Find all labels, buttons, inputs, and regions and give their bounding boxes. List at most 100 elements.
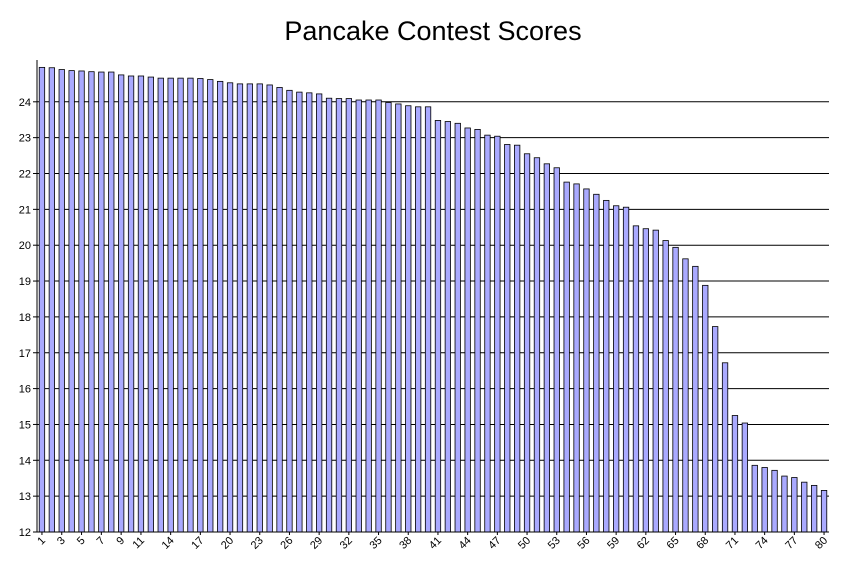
bar-68	[702, 284, 709, 533]
bar-3	[58, 69, 65, 533]
y-tick-label: 22	[19, 169, 31, 181]
bar-64	[662, 240, 669, 533]
bar-4	[68, 70, 75, 533]
x-tick-label: 1	[35, 535, 48, 548]
bar-18	[207, 79, 214, 533]
bar-49	[514, 144, 521, 533]
bar-70	[721, 362, 729, 533]
bar-44	[464, 127, 471, 533]
bar-36	[385, 102, 392, 533]
bar-27	[296, 91, 303, 533]
bar-11	[137, 75, 145, 533]
bar-59	[613, 205, 620, 533]
bar-74	[761, 467, 768, 533]
bar-34	[365, 99, 372, 533]
bar-63	[652, 229, 659, 533]
y-tick-label: 19	[19, 276, 31, 288]
bar-72	[741, 422, 748, 533]
bar-32	[345, 98, 352, 533]
bar-80	[820, 490, 828, 533]
y-tick-label: 17	[19, 348, 31, 360]
bar-71	[731, 415, 739, 533]
bar-78	[801, 481, 808, 533]
bar-23	[256, 83, 263, 533]
x-tick-label: 77	[783, 535, 800, 552]
bar-62	[642, 228, 649, 533]
y-tick-label: 14	[19, 455, 31, 467]
bar-51	[533, 157, 541, 533]
bars	[38, 66, 828, 533]
x-tick-label: 9	[114, 535, 127, 548]
bar-55	[573, 183, 580, 533]
bar-30	[325, 97, 333, 533]
bar-10	[127, 75, 135, 533]
bar-26	[286, 89, 293, 533]
bar-12	[147, 76, 154, 533]
bar-42	[444, 121, 451, 533]
bar-39	[415, 106, 422, 533]
bar-5	[78, 70, 85, 533]
x-tick-label: 68	[694, 535, 711, 552]
bar-73	[751, 464, 758, 533]
x-tick-label: 41	[427, 535, 444, 552]
bar-37	[395, 103, 402, 533]
bar-56	[583, 188, 590, 533]
x-tick-label: 3	[55, 535, 68, 548]
x-tick-label: 26	[278, 535, 295, 552]
bar-40	[424, 106, 432, 533]
bar-16	[187, 77, 194, 533]
bar-66	[682, 258, 689, 533]
bar-20	[226, 82, 234, 533]
bar-14	[167, 77, 174, 533]
x-tick-label: 38	[397, 535, 414, 552]
y-tick-label: 18	[19, 312, 31, 324]
x-tick-label: 80	[813, 535, 830, 552]
y-tick-label: 16	[19, 384, 31, 396]
x-tick-label: 35	[368, 535, 385, 552]
bar-57	[593, 193, 600, 533]
x-tick-label: 44	[457, 535, 474, 552]
bar-45	[474, 128, 481, 533]
x-tick-label: 50	[516, 535, 533, 552]
x-tick-labels: 1 3 5 7 9 11 14 17 20 23 26 29 32 35 38 41 44 47 50 53 56 59 6…	[35, 535, 830, 552]
bar-13	[157, 77, 164, 533]
bar-76	[781, 475, 788, 533]
bar-9	[118, 74, 125, 533]
y-tick-label: 21	[19, 204, 31, 216]
y-tick-label: 13	[19, 491, 31, 503]
x-tick-label: 47	[486, 535, 503, 552]
x-tick-label: 7	[95, 535, 108, 548]
x-tick-label: 32	[338, 535, 355, 552]
bar-2	[48, 67, 55, 533]
x-tick-label: 11	[131, 535, 148, 552]
bar-1	[38, 66, 46, 533]
x-tick-label: 23	[249, 535, 266, 552]
bar-15	[177, 77, 184, 533]
bar-60	[622, 206, 630, 533]
y-tick-label: 20	[19, 240, 31, 252]
bar-35	[375, 99, 382, 533]
bar-48	[504, 144, 511, 533]
bar-53	[553, 167, 560, 533]
bar-21	[236, 83, 244, 533]
bar-22	[246, 83, 253, 533]
bar-31	[335, 98, 343, 533]
x-tick-label: 74	[754, 535, 771, 552]
x-tick-label: 71	[724, 535, 741, 552]
x-tick-label: 62	[635, 535, 652, 552]
bar-54	[563, 181, 570, 533]
y-tick-label: 15	[19, 419, 31, 431]
bar-7	[98, 71, 105, 533]
bar-58	[603, 199, 610, 533]
x-tick-label: 17	[189, 535, 206, 552]
x-tick-label: 14	[160, 535, 177, 552]
bar-25	[276, 87, 283, 533]
bar-8	[108, 71, 115, 533]
bar-17	[197, 78, 204, 533]
bar-65	[672, 246, 679, 533]
x-tick-label: 29	[308, 535, 325, 552]
bar-33	[355, 99, 362, 533]
x-tick-label: 59	[605, 535, 622, 552]
x-tick-label: 65	[665, 535, 682, 552]
